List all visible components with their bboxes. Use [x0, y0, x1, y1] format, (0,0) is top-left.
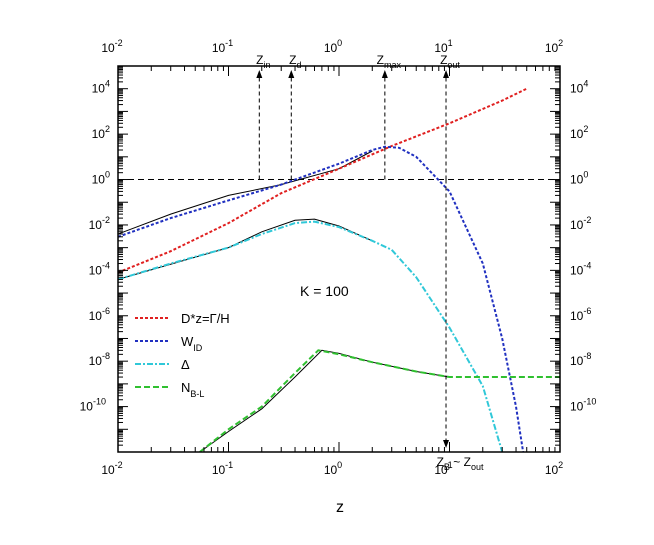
x-tick-label-bottom: 101 — [434, 460, 452, 477]
x-tick-label-top: 102 — [545, 38, 563, 55]
y-tick-label-right: 102 — [570, 124, 588, 141]
x-tick-label-bottom: 100 — [324, 460, 342, 477]
marker-arrow-3 — [443, 70, 450, 78]
legend: D*z=Γ/H WID Δ NB-L — [135, 311, 230, 399]
series-line-0 — [118, 87, 528, 274]
x-tick-label-bottom: 10-1 — [212, 460, 233, 477]
marker-arrow-1 — [288, 70, 295, 78]
y-tick-label-right: 10-4 — [570, 260, 591, 277]
legend-label-3: NB-L — [181, 380, 204, 399]
y-tick-label-left: 10-2 — [89, 215, 110, 232]
x-tick-label-top: 101 — [434, 38, 452, 55]
series-line-1 — [118, 145, 525, 452]
x-tick-label-bottom: 10-2 — [101, 460, 122, 477]
marker-label-2: Zmax — [377, 53, 402, 70]
marker-arrow-2 — [381, 70, 388, 78]
y-tick-label-left: 10-10 — [80, 397, 106, 414]
x-tick-label-bottom: 102 — [545, 460, 563, 477]
legend-label-2: Δ — [181, 357, 190, 372]
tick-labels: 10-2 10-2 10-1 10-1 100 100 101 101 102 102 10-10 1… — [80, 38, 597, 477]
axis-ticks — [117, 65, 561, 453]
x-axis-title: z — [336, 499, 344, 516]
y-tick-label-right: 100 — [570, 170, 588, 187]
marker-label-4: ZB ~ Zout — [437, 455, 484, 472]
marker-arrow-4 — [443, 440, 450, 448]
marker-label-3: Zout — [440, 53, 460, 70]
legend-label-0: D*z=Γ/H — [181, 311, 230, 326]
k-annotation: K = 100 — [300, 283, 349, 299]
reference-curve-2 — [199, 349, 450, 452]
reference-curve-0 — [118, 150, 373, 235]
x-tick-label-top: 10-2 — [101, 38, 122, 55]
y-tick-label-right: 10-8 — [570, 351, 591, 368]
y-tick-label-right: 10-10 — [570, 397, 596, 414]
marker-label-0: Zin — [256, 53, 270, 70]
y-tick-label-left: 104 — [92, 79, 110, 96]
z-markers: Zin Zd Zmax Zout ZB ~ Zout — [256, 53, 484, 472]
reference-curve-1 — [118, 218, 373, 280]
y-tick-label-right: 10-2 — [570, 215, 591, 232]
y-tick-label-left: 100 — [92, 170, 110, 187]
series-line-2 — [118, 220, 504, 452]
x-tick-label-top: 10-1 — [212, 38, 233, 55]
y-tick-label-left: 102 — [92, 124, 110, 141]
y-tick-label-left: 10-8 — [89, 351, 110, 368]
marker-label-1: Zd — [289, 53, 301, 70]
marker-arrow-0 — [256, 70, 263, 78]
legend-label-1: WID — [181, 334, 203, 353]
y-tick-label-right: 10-6 — [570, 306, 591, 323]
x-tick-label-top: 100 — [324, 38, 342, 55]
y-tick-label-right: 104 — [570, 79, 588, 96]
y-tick-label-left: 10-4 — [89, 260, 110, 277]
y-tick-label-left: 10-6 — [89, 306, 110, 323]
series-line-3 — [199, 349, 560, 452]
plot-curves — [118, 87, 560, 452]
